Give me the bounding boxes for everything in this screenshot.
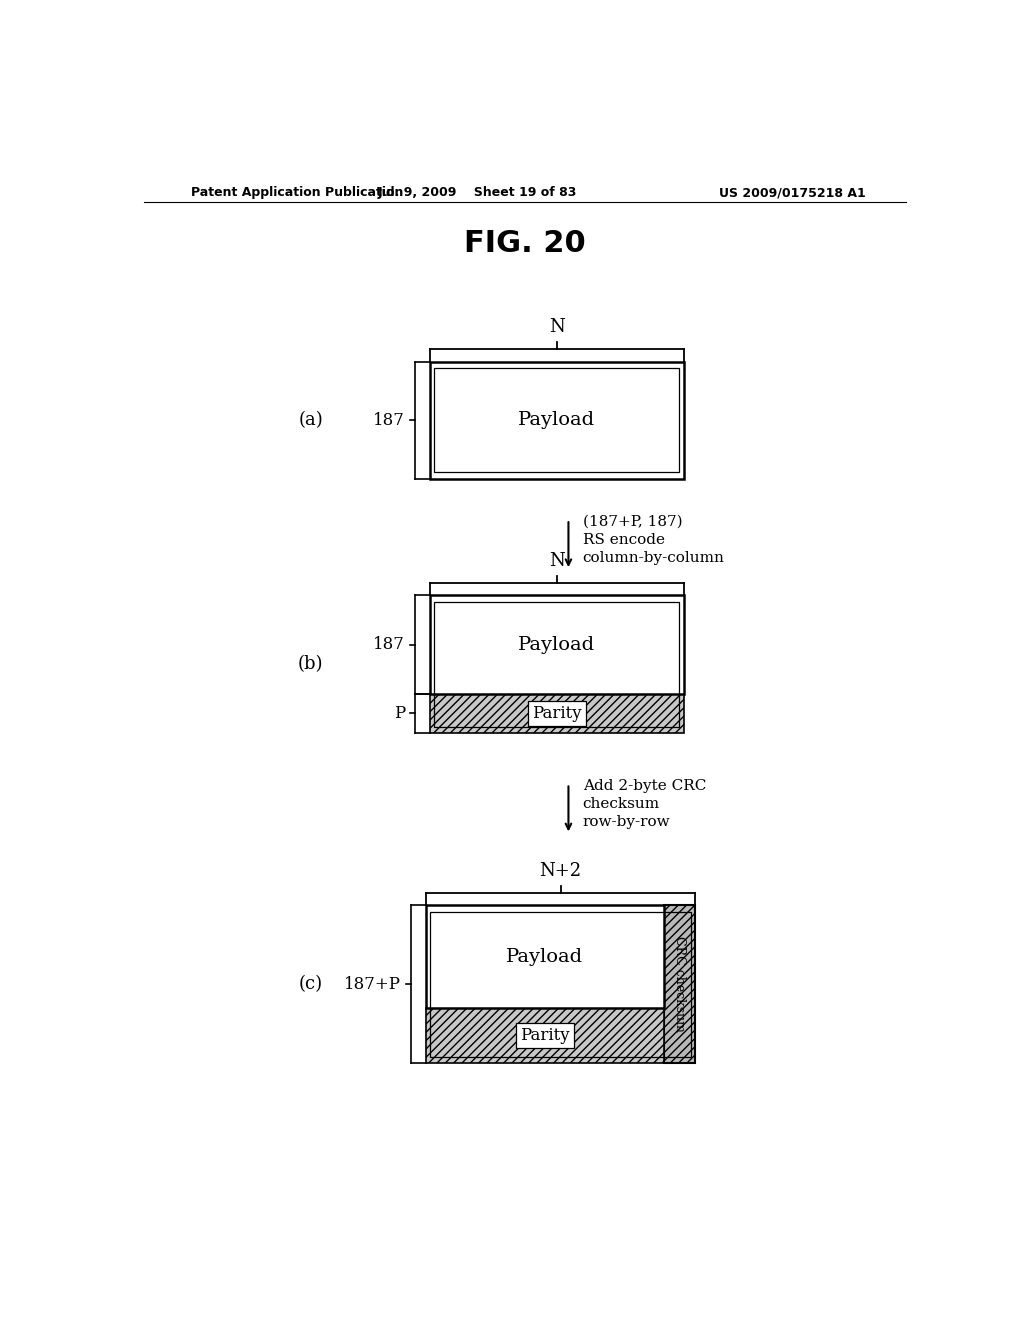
Text: column-by-column: column-by-column bbox=[583, 550, 725, 565]
Text: (b): (b) bbox=[298, 655, 324, 673]
Bar bbox=[434, 368, 679, 473]
Bar bbox=[430, 595, 684, 694]
Bar bbox=[430, 912, 690, 1057]
Bar bbox=[665, 906, 695, 1063]
Text: (187+P, 187): (187+P, 187) bbox=[583, 515, 682, 528]
Bar bbox=[430, 362, 684, 479]
Text: 187+P: 187+P bbox=[344, 975, 401, 993]
Text: CRC checksum: CRC checksum bbox=[674, 936, 686, 1032]
Bar bbox=[426, 906, 665, 1008]
Text: N: N bbox=[549, 552, 564, 570]
Text: 187: 187 bbox=[373, 636, 404, 653]
Text: Parity: Parity bbox=[520, 1027, 569, 1044]
Text: N: N bbox=[549, 318, 564, 337]
Text: (a): (a) bbox=[298, 411, 323, 429]
Text: Payload: Payload bbox=[507, 948, 584, 966]
Text: Payload: Payload bbox=[518, 636, 595, 653]
Text: Patent Application Publication: Patent Application Publication bbox=[191, 186, 403, 199]
Text: N+2: N+2 bbox=[540, 862, 582, 880]
Text: checksum: checksum bbox=[583, 797, 659, 810]
Text: RS encode: RS encode bbox=[583, 532, 665, 546]
Text: Parity: Parity bbox=[531, 705, 582, 722]
Text: Jul. 9, 2009    Sheet 19 of 83: Jul. 9, 2009 Sheet 19 of 83 bbox=[378, 186, 577, 199]
Text: (c): (c) bbox=[298, 975, 323, 993]
Text: Payload: Payload bbox=[518, 411, 595, 429]
Text: row-by-row: row-by-row bbox=[583, 816, 671, 829]
Text: FIG. 20: FIG. 20 bbox=[464, 230, 586, 259]
Text: Add 2-byte CRC: Add 2-byte CRC bbox=[583, 779, 707, 792]
Text: 187: 187 bbox=[373, 412, 404, 429]
Bar bbox=[430, 694, 684, 733]
Text: P: P bbox=[393, 705, 404, 722]
Bar bbox=[426, 1008, 665, 1063]
Text: US 2009/0175218 A1: US 2009/0175218 A1 bbox=[719, 186, 866, 199]
Bar bbox=[434, 602, 679, 726]
